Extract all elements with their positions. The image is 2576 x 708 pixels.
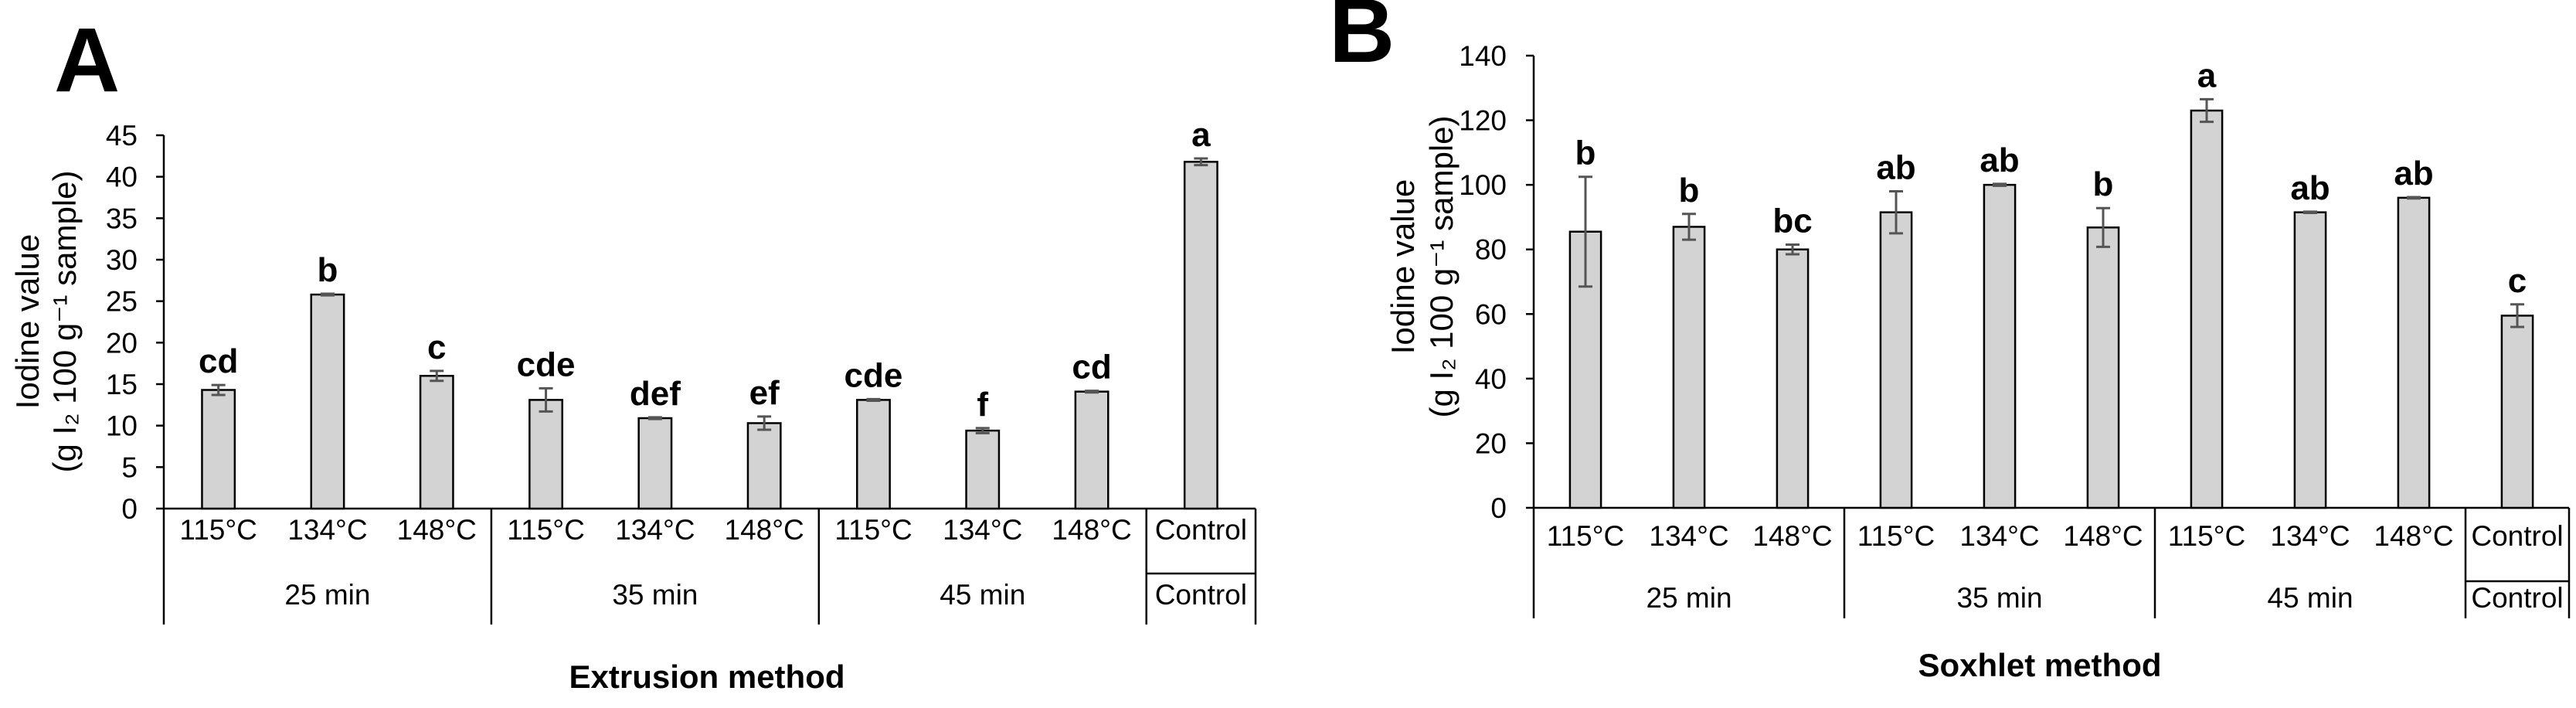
bar [419,375,454,510]
y-tick-label: 5 [121,451,138,483]
y-axis-label-units: (g I₂ 100 g⁻¹ sample) [1423,116,1460,418]
bar [310,293,345,510]
x-category-label: 115°C [507,514,585,546]
x-group-label: 25 min [284,579,370,611]
x-category-label: Control [1155,514,1247,546]
x-category-label: 134°C [2270,520,2350,552]
significance-letter: cde [845,356,903,394]
bar [2293,211,2327,509]
bar [1672,226,1706,509]
significance-letter: cd [199,342,238,380]
y-tick-label: 10 [106,410,138,442]
y-axis-label: Iodine value [9,234,46,410]
x-group-label: Control [1155,579,1247,611]
x-group-label: 35 min [1956,582,2042,614]
x-category-label: 148°C [2063,520,2143,552]
x-category-label: 148°C [1752,520,1832,552]
bar [1074,390,1110,510]
x-category-label: 148°C [1052,514,1131,546]
x-group-label: 45 min [2267,582,2353,614]
significance-letter: b [2093,165,2114,203]
bar [637,417,673,510]
bar [201,389,236,510]
y-axis-label: Iodine value [1385,179,1421,355]
x-group-label: Control [2471,582,2563,614]
x-category-label: 115°C [1547,520,1625,552]
x-category-label: Control [2471,520,2563,552]
y-tick-label: 0 [1490,492,1507,524]
y-tick-label: 30 [106,244,138,276]
bar [856,399,891,510]
significance-letter: c [2508,262,2527,300]
x-category-label: 115°C [2168,520,2246,552]
x-category-label: 148°C [2374,520,2453,552]
significance-letter: bc [1772,202,1812,240]
x-category-label: 134°C [1649,520,1728,552]
significance-letter: ab [2290,169,2330,207]
panel-letter: A [54,9,120,111]
significance-letter: f [977,386,988,424]
y-tick-label: 60 [1475,298,1507,330]
significance-letter: b [1679,172,1700,209]
significance-letter: a [2197,56,2217,94]
significance-letter: ab [2394,155,2433,192]
bar [2086,226,2120,509]
significance-letter: b [318,251,338,289]
significance-letter: b [1575,134,1596,172]
significance-letter: a [1191,116,1211,154]
y-tick-label: 140 [1459,40,1507,72]
x-category-label: 148°C [725,514,804,546]
bar [1183,161,1218,510]
x-axis-title: Extrusion method [569,659,845,695]
bar [2500,315,2534,509]
bar [746,422,782,510]
y-tick-label: 15 [106,369,138,400]
x-group-label: 45 min [940,579,1025,611]
significance-letter: ef [749,374,780,412]
x-axis-title: Soxhlet method [1918,647,2161,683]
y-tick-label: 45 [106,120,138,151]
significance-letter: c [427,328,446,366]
significance-letter: ab [1876,149,1915,187]
y-tick-label: 80 [1475,234,1507,266]
y-tick-label: 20 [106,327,138,359]
bar [2190,109,2224,509]
x-category-label: 115°C [834,514,912,546]
bar [1879,211,1913,509]
chart-panel-a: A 0 5 10 15 20 25 30 35 40 45 Iodine value (g I₂ 100… [9,9,1257,695]
y-tick-label: 25 [106,286,138,318]
x-category-label: 148°C [397,514,477,546]
y-axis-label-units: (g I₂ 100 g⁻¹ sample) [46,171,83,473]
x-category-label: 115°C [1857,520,1935,552]
x-group-label: 35 min [612,579,698,611]
y-tick-label: 120 [1459,105,1507,137]
y-tick-label: 35 [106,203,138,234]
x-group-label: 25 min [1646,582,1731,614]
chart-panel-b: B 0 20 40 60 80 100 120 140 Iodine value (g I₂ 100… [1329,0,2571,683]
y-tick-label: 40 [106,162,138,193]
y-tick-label: 0 [121,493,138,525]
panel-letter: B [1329,0,1395,82]
bar [2397,196,2431,509]
y-tick-label: 20 [1475,427,1507,459]
y-tick-label: 40 [1475,363,1507,395]
significance-letter: ab [1980,141,2019,179]
significance-letter: def [630,375,681,413]
significance-letter: cde [517,345,576,383]
bar [528,399,563,510]
x-category-label: 115°C [179,514,257,546]
bar [965,429,1001,510]
bar [1983,183,2017,509]
x-category-label: 134°C [1959,520,2039,552]
x-category-label: 134°C [287,514,367,546]
y-tick-label: 100 [1459,169,1507,201]
bar [1776,248,1810,509]
significance-letter: cd [1072,349,1111,386]
x-category-label: 134°C [615,514,695,546]
x-category-label: 134°C [943,514,1022,546]
